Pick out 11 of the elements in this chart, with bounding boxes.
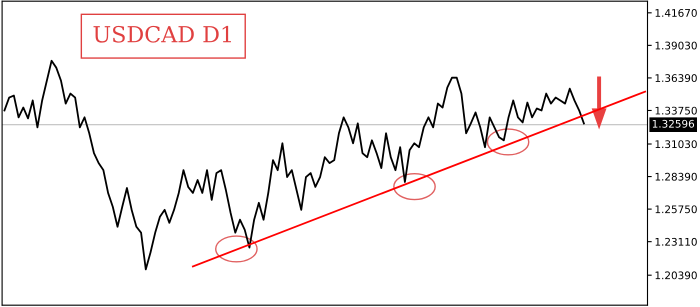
text: USDCAD D1	[94, 26, 231, 43]
y-tick-label: 1.39030	[656, 42, 697, 50]
y-tick-label: 1.23110	[656, 238, 697, 246]
y-tick-label: 1.33750	[656, 106, 697, 115]
y-tick-label: 1.25750	[656, 205, 697, 214]
ref-line-label: 1.32596	[652, 120, 694, 128]
y-tick-label: 1.28390	[656, 172, 697, 181]
y-tick-label: 1.36390	[656, 74, 697, 82]
y-tick-label: 1.41670	[656, 9, 697, 17]
y-tick-label: 1.20390	[656, 271, 697, 280]
y-tick-label: 1.31030	[656, 140, 697, 148]
